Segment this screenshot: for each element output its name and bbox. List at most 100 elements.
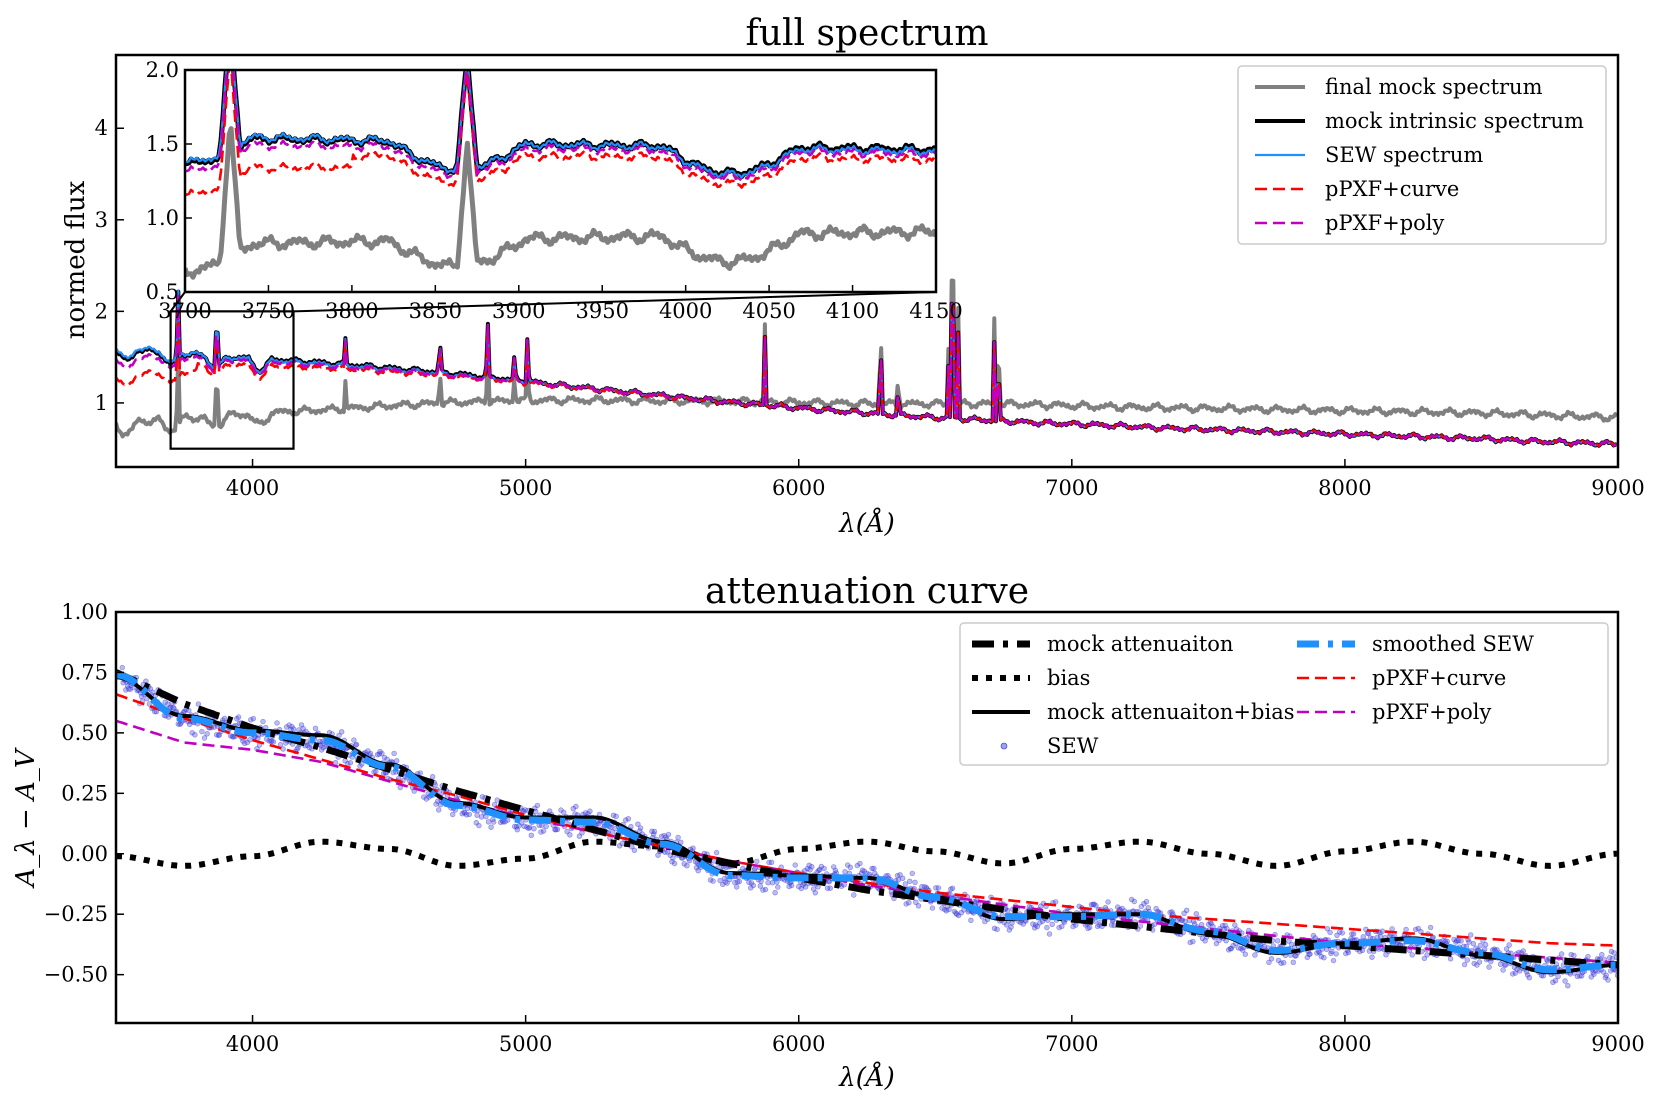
sew-point: [429, 773, 436, 780]
sew-point: [1379, 928, 1386, 934]
bottom-legend: mock attenuaiton bias mock attenuaiton+bia…: [959, 622, 1609, 766]
sew-point: [1293, 952, 1299, 959]
sew-point: [841, 881, 847, 888]
sew-point: [543, 823, 549, 830]
sew-point: [1145, 905, 1152, 911]
inset-x-tick-label: 4050: [742, 299, 795, 323]
sew-point: [772, 889, 778, 896]
sew-point: [1605, 977, 1611, 983]
sew-point: [949, 885, 956, 891]
sew-point: [955, 912, 962, 919]
top-series-line-final-mock-spectrum: [116, 278, 1618, 439]
sew-point: [488, 824, 494, 830]
sew-point: [1447, 956, 1454, 962]
top-legend-box: [1237, 65, 1607, 245]
sew-point: [1506, 942, 1512, 948]
sew-point: [1345, 949, 1352, 956]
sew-point: [946, 906, 952, 913]
sew-point: [1182, 918, 1188, 924]
sew-point: [466, 811, 472, 818]
sew-point: [1086, 924, 1093, 931]
sew-point: [939, 905, 945, 911]
sew-point: [1466, 939, 1472, 945]
inset-series-line-ppxf-poly: [185, 70, 936, 183]
sew-point: [1461, 961, 1468, 968]
inset-background: [185, 70, 936, 292]
sew-point: [1555, 973, 1561, 980]
sew-point: [1502, 962, 1509, 968]
sew-point: [690, 845, 696, 851]
sew-point: [336, 732, 342, 739]
sew-point: [1307, 951, 1313, 957]
sew-point: [1004, 907, 1011, 914]
sew-point: [1052, 899, 1059, 905]
inset-y-tick-label: 1.5: [146, 132, 179, 156]
sew-point: [1153, 905, 1159, 912]
sew-point: [1486, 964, 1492, 970]
sew-point: [750, 882, 756, 889]
sew-point: [1444, 938, 1450, 944]
sew-point: [1034, 923, 1041, 930]
legend-label-smoothed-sew: smoothed SEW: [1372, 632, 1534, 656]
sew-point: [1131, 898, 1138, 905]
sew-point: [1377, 933, 1384, 940]
sew-point: [857, 860, 863, 867]
sew-point: [540, 828, 547, 834]
bottom-chart-title: attenuation curve: [705, 571, 1029, 612]
top-chart-title: full spectrum: [746, 13, 989, 54]
sew-point: [201, 735, 208, 741]
sew-point: [622, 817, 629, 823]
sew-point: [379, 750, 385, 757]
inset-x-tick-label: 3800: [325, 299, 378, 323]
sew-point: [906, 878, 913, 884]
sew-point: [1105, 899, 1111, 905]
sew-point: [913, 899, 919, 905]
sew-point: [351, 737, 357, 743]
sew-point: [199, 728, 205, 735]
sew-point: [560, 809, 567, 816]
sew-point: [347, 760, 354, 766]
sew-point: [678, 839, 684, 845]
sew-point: [802, 884, 809, 890]
sew-point: [1599, 951, 1605, 958]
sew-point: [1046, 931, 1053, 937]
sew-point: [531, 825, 537, 832]
sew-point: [534, 802, 541, 809]
sew-point: [247, 737, 253, 743]
sew-point: [670, 855, 676, 861]
sew-point: [1327, 929, 1333, 936]
sew-point: [717, 877, 723, 884]
sew-point: [1224, 925, 1230, 932]
sew-point: [1222, 922, 1228, 929]
sew-point: [436, 807, 442, 813]
sew-point: [192, 732, 198, 738]
sew-point: [1526, 974, 1533, 981]
y-tick-label: −0.50: [44, 963, 108, 987]
legend-label-bias: bias: [1047, 666, 1090, 690]
sew-point: [807, 867, 813, 873]
inset-axis-ticks: 3700 3750 3800 3850 3900 3950 4000 4050 4100 4150…: [146, 58, 963, 323]
sew-point: [675, 834, 681, 841]
y-tick-label: 0.00: [61, 842, 108, 866]
sew-point: [872, 870, 878, 876]
sew-point: [1427, 924, 1434, 931]
sew-point: [260, 718, 266, 725]
sew-point: [485, 819, 492, 825]
legend-label-mock-attenuaiton: mock attenuaiton: [1047, 632, 1233, 656]
sew-point: [1585, 953, 1591, 960]
y-tick-label: 0.75: [61, 660, 108, 684]
sew-point: [912, 879, 918, 885]
sew-point: [1409, 952, 1415, 958]
y-tick-label: 1: [95, 391, 108, 415]
sew-point: [1290, 959, 1297, 965]
x-tick-label: 6000: [772, 1032, 825, 1056]
sew-point: [1280, 959, 1287, 966]
sew-point: [869, 865, 875, 872]
sew-point: [1333, 951, 1339, 957]
sew-point: [968, 917, 974, 923]
bottom-x-axis-label: λ(Å): [838, 1061, 895, 1093]
sew-point: [695, 867, 701, 874]
sew-point: [1266, 959, 1272, 966]
inset-y-tick-label: 1.0: [146, 206, 179, 230]
legend-label-ppxf-curve: pPXF+curve: [1325, 177, 1459, 201]
